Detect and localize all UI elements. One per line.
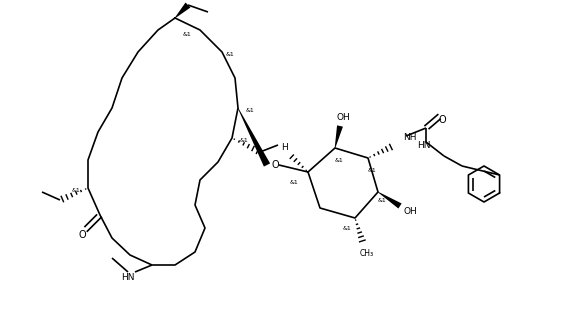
Text: &1: &1 <box>71 188 80 192</box>
Text: CH₃: CH₃ <box>360 249 374 259</box>
Text: OH: OH <box>336 114 350 122</box>
Polygon shape <box>335 125 343 148</box>
Text: &1: &1 <box>378 197 387 203</box>
Text: O: O <box>78 230 86 240</box>
Text: &1: &1 <box>239 138 248 142</box>
Text: &1: &1 <box>225 52 234 57</box>
Text: NH: NH <box>403 134 416 142</box>
Text: HN: HN <box>417 141 430 150</box>
Polygon shape <box>238 108 270 166</box>
Text: &1: &1 <box>289 180 298 185</box>
Text: O: O <box>271 160 279 170</box>
Polygon shape <box>175 3 191 18</box>
Polygon shape <box>378 192 402 209</box>
Text: &1: &1 <box>334 158 343 163</box>
Text: &1: &1 <box>368 167 377 172</box>
Text: &1: &1 <box>246 108 255 113</box>
Text: O: O <box>438 115 446 125</box>
Text: &1: &1 <box>183 32 192 37</box>
Text: HN: HN <box>121 273 135 283</box>
Text: &1: &1 <box>343 225 351 231</box>
Text: OH: OH <box>403 208 417 216</box>
Text: H: H <box>280 143 287 153</box>
